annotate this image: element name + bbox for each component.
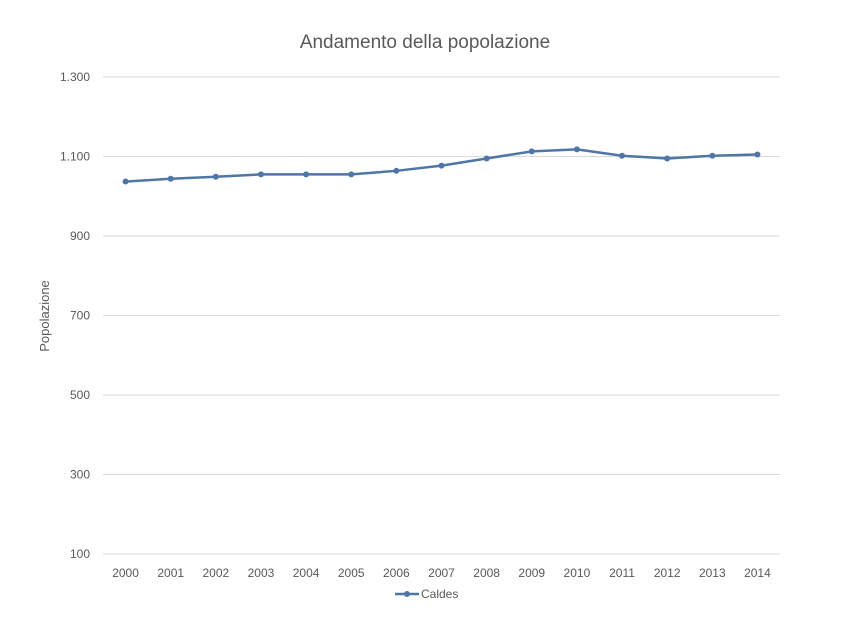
data-point xyxy=(483,155,490,162)
legend-point-marker xyxy=(404,591,410,597)
x-tick-label: 2014 xyxy=(744,566,771,580)
x-tick-label: 2007 xyxy=(428,566,455,580)
y-tick-label: 100 xyxy=(70,547,90,561)
x-tick-label: 2008 xyxy=(473,566,500,580)
x-tick-label: 2005 xyxy=(338,566,365,580)
chart-title: Andamento della popolazione xyxy=(300,32,550,53)
x-tick-label: 2011 xyxy=(609,566,635,580)
series-group xyxy=(122,146,761,185)
legend: Caldes xyxy=(395,587,458,601)
data-point xyxy=(528,148,535,155)
data-point xyxy=(348,171,355,178)
gridlines xyxy=(103,76,780,555)
y-axis-title: Popolazione xyxy=(37,280,52,352)
y-tick-label: 500 xyxy=(70,388,90,402)
x-tick-label: 2012 xyxy=(654,566,681,580)
data-point xyxy=(754,151,761,158)
data-point xyxy=(709,152,716,159)
y-tick-label: 300 xyxy=(70,468,90,482)
x-tick-label: 2002 xyxy=(202,566,229,580)
data-point xyxy=(257,171,264,178)
y-tick-label: 1.300 xyxy=(60,70,90,84)
x-tick-label: 2004 xyxy=(293,566,320,580)
data-point xyxy=(167,175,174,182)
data-point xyxy=(438,162,445,169)
data-point xyxy=(619,152,626,159)
x-tick-label: 2003 xyxy=(248,566,275,580)
x-tick-label: 2010 xyxy=(564,566,591,580)
data-point xyxy=(573,146,580,153)
legend-label: Caldes xyxy=(421,587,458,601)
x-tick-label: 2000 xyxy=(112,566,139,580)
data-point xyxy=(664,155,671,162)
data-point xyxy=(212,173,219,180)
x-tick-label: 2013 xyxy=(699,566,726,580)
x-axis-ticks: 2000 2001 2002 2003 2004 2005 2006 2007 2008 2009… xyxy=(112,566,771,580)
y-axis-ticks: 100 300 500 700 900 1.100 1.300 xyxy=(60,70,90,561)
data-point xyxy=(303,171,310,178)
x-tick-label: 2006 xyxy=(383,566,410,580)
x-tick-label: 2001 xyxy=(157,566,184,580)
y-tick-label: 1.100 xyxy=(60,150,90,164)
y-tick-label: 700 xyxy=(70,309,90,323)
data-point xyxy=(393,167,400,174)
x-tick-label: 2009 xyxy=(518,566,545,580)
data-point xyxy=(122,178,129,185)
y-tick-label: 900 xyxy=(70,229,90,243)
